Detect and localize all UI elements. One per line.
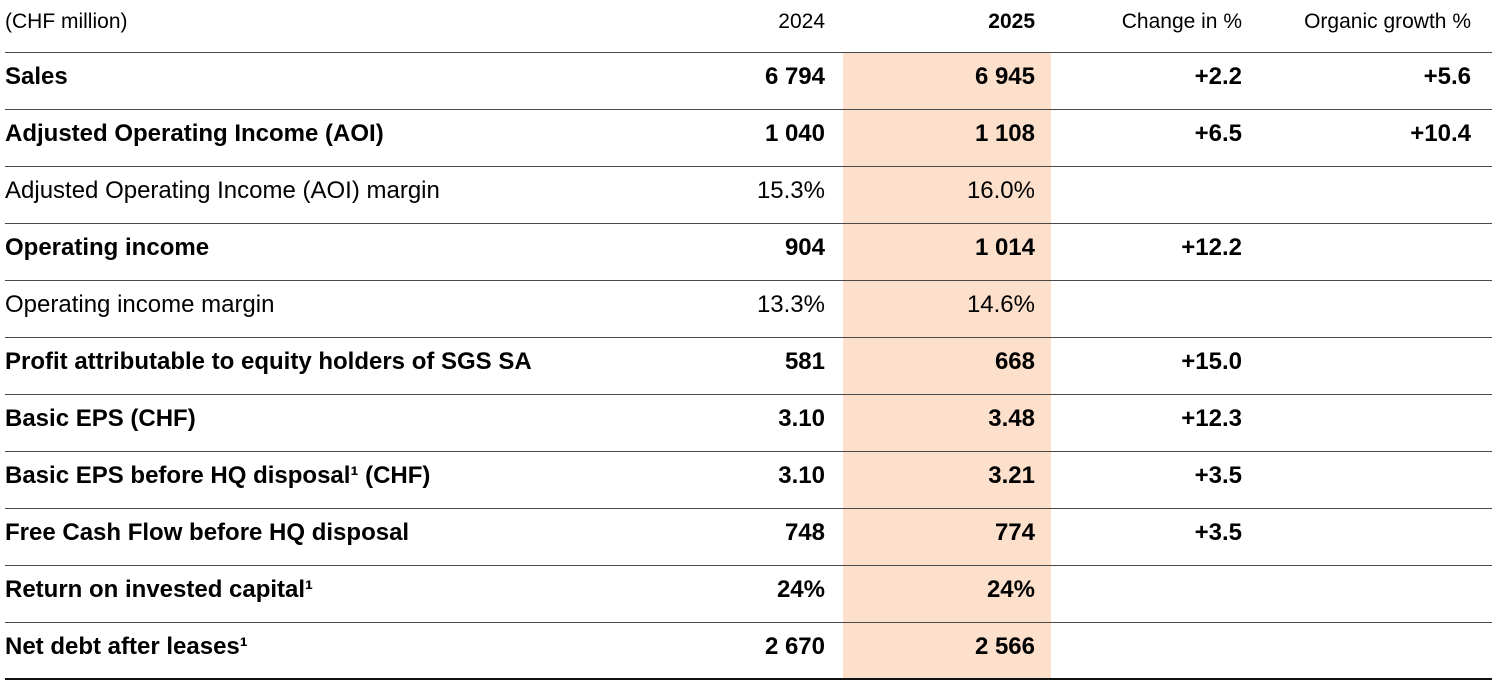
table-row-operating-income: Operating income 904 1 014 +12.2 [5,223,1492,280]
value-2025: 774 [843,508,1051,565]
value-2025: 16.0% [843,166,1051,223]
value-2024: 748 [784,518,825,546]
value-2024: 13.3% [756,290,825,318]
value-2024: 3.10 [778,404,825,432]
row-label: Adjusted Operating Income (AOI) margin [5,176,440,204]
value-2025: 1 014 [843,223,1051,280]
row-label: Operating income margin [5,290,275,318]
table-row-net-debt-after-leases: Net debt after leases¹ 2 670 2 566 [5,622,1492,679]
value-2024: 24% [776,575,825,603]
value-change: +6.5 [1194,119,1242,147]
row-label: Adjusted Operating Income (AOI) [5,119,384,147]
table-row-basic-eps: Basic EPS (CHF) 3.10 3.48 +12.3 [5,394,1492,451]
table-row-basic-eps-before-hq-disposal: Basic EPS before HQ disposal¹ (CHF) 3.10… [5,451,1492,508]
value-organic [1243,280,1492,337]
value-organic [1243,394,1492,451]
value-organic [1243,451,1492,508]
value-2024: 15.3% [756,176,825,204]
table-row-return-on-invested-capital: Return on invested capital¹ 24% 24% [5,565,1492,622]
column-header-2024: 2024 [778,10,825,33]
value-2024: 6 794 [764,62,825,90]
value-2025: 668 [843,337,1051,394]
row-label: Profit attributable to equity holders of… [5,347,532,375]
value-2024: 581 [784,347,825,375]
value-2024: 2 670 [764,632,825,660]
value-2025: 2 566 [843,622,1051,679]
table-row-operating-income-margin: Operating income margin 13.3% 14.6% [5,280,1492,337]
value-change: +12.2 [1181,233,1242,261]
value-change: +15.0 [1181,347,1242,375]
results-table: (CHF million) 2024 2025 Change in % Orga… [5,0,1492,680]
column-header-change: Change in % [1121,10,1242,33]
table-row-free-cash-flow: Free Cash Flow before HQ disposal 748 77… [5,508,1492,565]
column-header-2025: 2025 [988,10,1035,33]
row-label: Basic EPS before HQ disposal¹ (CHF) [5,461,431,489]
table-header-row: (CHF million) 2024 2025 Change in % Orga… [5,0,1492,52]
value-2025: 3.48 [843,394,1051,451]
value-change: +3.5 [1194,461,1242,489]
value-2024: 904 [784,233,825,261]
unit-label: (CHF million) [5,10,128,33]
value-organic [1243,565,1492,622]
value-organic [1243,622,1492,679]
value-2024: 3.10 [778,461,825,489]
value-2025: 1 108 [843,109,1051,166]
value-organic: +5.6 [1423,62,1471,90]
table-row-aoi-margin: Adjusted Operating Income (AOI) margin 1… [5,166,1492,223]
row-label: Return on invested capital¹ [5,575,314,603]
value-2024: 1 040 [764,119,825,147]
row-label: Basic EPS (CHF) [5,404,196,432]
value-2025: 6 945 [843,52,1051,109]
value-2025: 24% [843,565,1051,622]
row-label: Sales [5,62,68,90]
row-label: Operating income [5,233,210,261]
table-row-sales: Sales 6 794 6 945 +2.2 +5.6 [5,52,1492,109]
column-header-organic: Organic growth % [1304,10,1471,33]
value-2025: 3.21 [843,451,1051,508]
table-row-profit-attributable: Profit attributable to equity holders of… [5,337,1492,394]
value-organic [1243,337,1492,394]
row-label: Free Cash Flow before HQ disposal [5,518,410,546]
value-organic [1243,508,1492,565]
value-change [1051,166,1243,223]
table-row-adjusted-operating-income: Adjusted Operating Income (AOI) 1 040 1 … [5,109,1492,166]
value-2025: 14.6% [843,280,1051,337]
value-organic: +10.4 [1410,119,1471,147]
value-change: +2.2 [1194,62,1242,90]
value-change [1051,565,1243,622]
value-change [1051,622,1243,679]
value-change: +3.5 [1194,518,1242,546]
value-change: +12.3 [1181,404,1242,432]
row-label: Net debt after leases¹ [5,632,248,660]
value-organic [1243,223,1492,280]
value-change [1051,280,1243,337]
value-organic [1243,166,1492,223]
